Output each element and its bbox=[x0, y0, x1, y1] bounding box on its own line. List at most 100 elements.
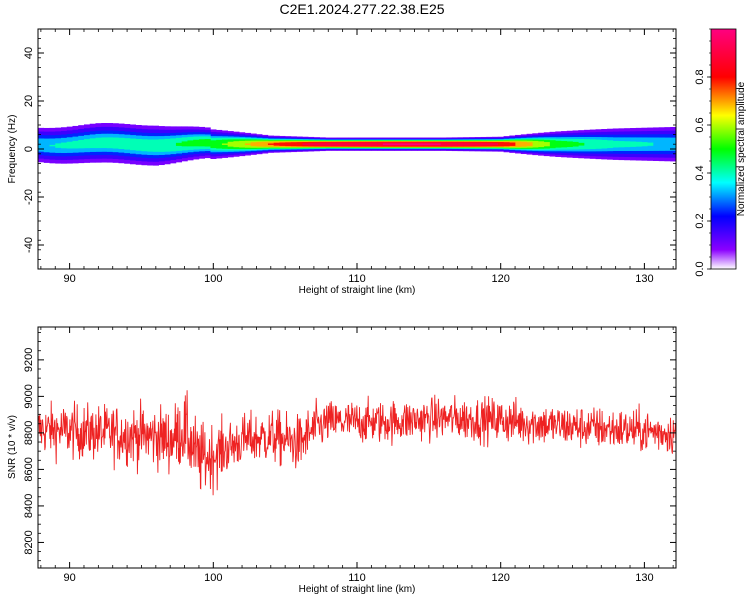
y-tick-label: 9000 bbox=[23, 384, 35, 408]
spectrogram-cell bbox=[664, 137, 671, 151]
spectrogram-cell bbox=[457, 142, 464, 146]
spectrogram-cell bbox=[624, 141, 631, 148]
spectrogram-cell bbox=[290, 142, 297, 147]
spectrogram-cell bbox=[653, 137, 660, 151]
spectrogram-cell bbox=[262, 141, 269, 147]
spectrogram-cell bbox=[555, 140, 562, 148]
spectrogram-cell bbox=[543, 142, 550, 147]
spectrogram-cell bbox=[348, 142, 355, 147]
spectrogram-cell bbox=[296, 142, 303, 147]
spectrogram-cell bbox=[38, 138, 45, 152]
spectrogram-cell bbox=[239, 140, 246, 148]
spectrogram-cell bbox=[647, 142, 654, 146]
colorbar-tick-label: 0.2 bbox=[694, 213, 706, 228]
spectrogram-cell bbox=[55, 143, 62, 148]
spectrogram-cell bbox=[474, 142, 481, 146]
spectrogram-cell bbox=[66, 141, 73, 149]
spectrogram-cell bbox=[250, 142, 257, 147]
spectrogram-cell bbox=[359, 142, 366, 147]
spectrogram-cell bbox=[382, 143, 389, 145]
spectrogram-cell bbox=[428, 143, 435, 145]
spectrogram-cell bbox=[607, 140, 614, 149]
spectrogram-cell bbox=[221, 143, 228, 145]
y-tick-label: 40 bbox=[23, 47, 35, 59]
spectrogram-cell bbox=[388, 143, 395, 145]
snr-x-axis: 90 100 110 120 130 bbox=[40, 327, 674, 584]
spectrogram-cell bbox=[204, 139, 211, 147]
colorbar-tick-label: 0.6 bbox=[694, 117, 706, 132]
spectrogram-cell bbox=[83, 139, 91, 149]
snr-line bbox=[37, 390, 677, 496]
spectrogram-cell bbox=[635, 141, 642, 147]
spectrogram-cell bbox=[434, 143, 441, 145]
spectrogram-cell bbox=[72, 140, 79, 149]
spectrogram-cell bbox=[308, 142, 315, 146]
spectrogram-cell bbox=[193, 139, 200, 147]
snr-background bbox=[38, 327, 676, 568]
x-tick-label: 110 bbox=[348, 273, 366, 285]
x-tick-label: 130 bbox=[635, 273, 653, 285]
x-tick-label: 120 bbox=[492, 273, 510, 285]
y-tick-label: 9200 bbox=[23, 348, 35, 372]
spectrogram-cell bbox=[538, 141, 545, 148]
y-tick-label: 8800 bbox=[23, 421, 35, 445]
spectrogram-cell bbox=[95, 137, 102, 149]
spectrogram-cell bbox=[405, 143, 412, 145]
x-tick-label: 100 bbox=[204, 572, 222, 584]
snr-panel: 90 100 110 120 130 820084008600880090009200 … bbox=[7, 326, 677, 595]
spectrogram-x-axis: 90 100 110 120 130 bbox=[40, 29, 674, 285]
spectrogram-cell bbox=[463, 142, 470, 146]
spectrogram-cell bbox=[279, 142, 286, 146]
spectrogram-y-axis: -40 -20 0 20 40 bbox=[23, 28, 676, 270]
spectrogram-cell bbox=[480, 142, 487, 146]
spectrogram-cell bbox=[216, 139, 223, 149]
colorbar-tick-label: 0.8 bbox=[694, 69, 706, 84]
spectrogram-cell bbox=[526, 142, 533, 147]
snr-y-label: SNR (10 * v/v) bbox=[7, 415, 18, 479]
spectrogram-cell bbox=[549, 140, 556, 149]
spectrogram-cell bbox=[365, 142, 372, 147]
spectrogram-cell bbox=[492, 143, 499, 146]
spectrogram-cell bbox=[175, 142, 182, 146]
spectrogram-cell bbox=[589, 139, 596, 150]
chart-title: C2E1.2024.277.22.38.E25 bbox=[279, 1, 444, 17]
spectrogram-cell bbox=[267, 143, 274, 145]
y-tick-label: 20 bbox=[23, 95, 35, 107]
spectrogram-cell bbox=[618, 141, 625, 148]
spectrogram-cell bbox=[377, 142, 384, 147]
spectrogram-cell bbox=[60, 142, 68, 149]
spectrogram-cell bbox=[302, 143, 309, 146]
spectrogram-cell bbox=[170, 138, 177, 152]
spectrogram-cell bbox=[469, 142, 476, 146]
spectrogram-cell bbox=[152, 139, 159, 152]
spectrogram-cell bbox=[561, 141, 568, 148]
y-tick-label: -40 bbox=[23, 237, 35, 253]
spectrogram-cell bbox=[658, 137, 665, 151]
spectrogram-cell bbox=[342, 142, 349, 146]
spectrogram-cell bbox=[158, 139, 165, 152]
spectrogram-cell bbox=[112, 137, 119, 149]
spectrogram-cell bbox=[584, 139, 591, 150]
spectrogram-cell bbox=[198, 139, 205, 147]
spectrogram-cell bbox=[515, 141, 522, 147]
spectrogram-cell bbox=[371, 142, 378, 147]
spectrogram-cell bbox=[417, 143, 424, 145]
spectrogram-cell bbox=[572, 141, 579, 147]
x-tick-label: 120 bbox=[492, 572, 510, 584]
colorbar-tick-label: 0.0 bbox=[694, 261, 706, 276]
snr-y-axis: 8200 8400 8600 8800 9000 9200 bbox=[23, 332, 676, 562]
spectrogram-cell bbox=[411, 143, 418, 145]
spectrogram-cell bbox=[285, 142, 292, 147]
x-tick-label: 100 bbox=[204, 273, 222, 285]
spectrogram-cell bbox=[181, 141, 188, 147]
spectrogram-cell bbox=[566, 141, 573, 148]
y-tick-label: 8400 bbox=[23, 494, 35, 518]
colorbar-label: Normalized spectral amplitude bbox=[736, 81, 747, 216]
spectrogram-cell bbox=[106, 137, 114, 149]
spectrogram-cell bbox=[227, 141, 234, 147]
colorbar-gradient bbox=[710, 28, 737, 270]
spectrogram-cell bbox=[147, 139, 154, 152]
spectrogram-cell bbox=[187, 140, 194, 147]
spectrogram-cell bbox=[601, 139, 608, 149]
